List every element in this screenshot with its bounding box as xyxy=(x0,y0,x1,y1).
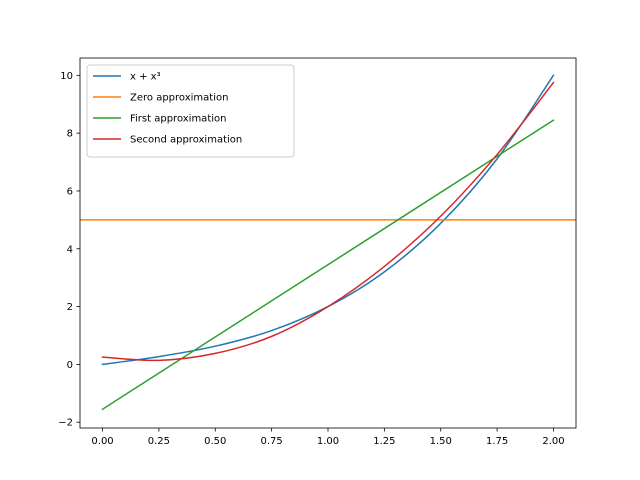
x-tick-label: 2.00 xyxy=(542,436,564,447)
legend-label: First approximation xyxy=(130,114,226,125)
legend-label: Second approximation xyxy=(130,135,242,146)
series-layer xyxy=(80,74,576,411)
x-tick-label: 0.50 xyxy=(204,436,226,447)
series-line-second-approximation xyxy=(101,81,555,362)
y-tick-label: 2 xyxy=(67,302,73,313)
y-tick-label: 0 xyxy=(67,360,73,371)
x-tick-label: 1.25 xyxy=(373,436,395,447)
x-tick-label: 1.50 xyxy=(430,436,452,447)
y-tick-label: 10 xyxy=(60,71,73,82)
series-line-x-x xyxy=(101,74,555,366)
x-tick-label: 0.25 xyxy=(148,436,170,447)
y-tick-label: 8 xyxy=(67,129,73,140)
series-line-first-approximation xyxy=(101,119,555,411)
axes-layer: 0.00 0.25 0.50 0.75 1.00 1.25 1.50 1.75 2.00 −2 0 2… xyxy=(58,57,577,447)
legend-label: Zero approximation xyxy=(130,93,228,104)
y-tick-label: −2 xyxy=(58,418,73,429)
y-tick-label: 6 xyxy=(67,186,73,197)
legend: x + x³ Zero approximation First approximat… xyxy=(86,64,295,158)
legend-label: x + x³ xyxy=(130,72,161,83)
x-tick-label: 1.00 xyxy=(317,436,339,447)
legend-box xyxy=(86,64,295,158)
x-tick-label: 1.75 xyxy=(486,436,508,447)
x-tick-label: 0.75 xyxy=(261,436,283,447)
y-tick-label: 4 xyxy=(67,244,73,255)
x-tick-label: 0.00 xyxy=(91,436,113,447)
